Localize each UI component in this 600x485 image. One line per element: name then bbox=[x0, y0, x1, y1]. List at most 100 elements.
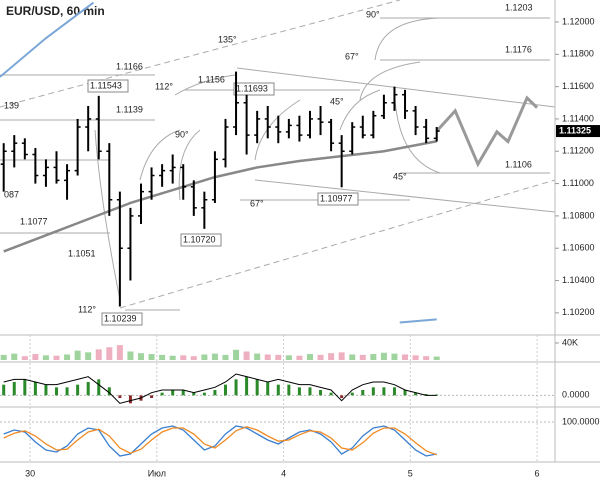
macd-bar bbox=[202, 392, 206, 396]
volume-bar bbox=[11, 353, 18, 360]
annotation-box bbox=[101, 312, 143, 326]
macd-bar bbox=[192, 392, 196, 396]
volume-bar bbox=[180, 355, 187, 360]
annotation: 1.11543 bbox=[90, 80, 122, 90]
y-tick-label: 1.11000 bbox=[562, 178, 594, 188]
macd-bar bbox=[319, 390, 323, 396]
volume-bar bbox=[285, 355, 292, 360]
macd-bar bbox=[160, 392, 164, 396]
volume-bar bbox=[391, 353, 398, 360]
volume-bar bbox=[243, 351, 250, 360]
volume-bar bbox=[116, 345, 123, 360]
macd-bar bbox=[340, 395, 344, 398]
volume-bar bbox=[32, 354, 39, 360]
volume-bar bbox=[169, 355, 176, 360]
y-tick-label: 1.11600 bbox=[562, 81, 594, 91]
annotation: 139 bbox=[4, 100, 19, 110]
annotation: 1.10977 bbox=[320, 193, 353, 203]
volume-bar bbox=[42, 355, 49, 360]
macd-bar bbox=[76, 384, 80, 396]
macd-bar bbox=[329, 392, 333, 396]
stochastic-line bbox=[3, 426, 437, 456]
macd-line bbox=[3, 373, 437, 404]
volume-bar bbox=[233, 349, 240, 360]
annotation: 1.1156 bbox=[198, 74, 225, 84]
y-tick-label: 1.11800 bbox=[562, 49, 594, 59]
volume-bar bbox=[85, 352, 92, 360]
macd-bar bbox=[403, 390, 407, 396]
macd-bar bbox=[128, 395, 132, 404]
macd-bar bbox=[392, 387, 396, 396]
volume-bar bbox=[0, 354, 7, 360]
y-tick-label: 1.10200 bbox=[562, 307, 595, 317]
macd-bar bbox=[308, 387, 312, 396]
volume-bar bbox=[127, 351, 134, 360]
volume-bar bbox=[95, 349, 102, 360]
volume-bar bbox=[222, 354, 229, 360]
macd-bar bbox=[23, 379, 27, 396]
macd-bar bbox=[234, 379, 238, 396]
price-label-box bbox=[556, 125, 600, 138]
annotation: 1.1166 bbox=[116, 61, 143, 71]
volume-bar bbox=[159, 354, 166, 360]
macd-bar bbox=[44, 384, 48, 396]
volume-bar bbox=[296, 355, 303, 360]
volume-bar bbox=[264, 354, 271, 360]
volume-bar bbox=[64, 354, 71, 360]
macd-bar bbox=[213, 390, 217, 396]
volume-bar bbox=[338, 352, 345, 360]
trend-line bbox=[236, 67, 556, 108]
y-tick-label: 40K bbox=[562, 337, 578, 347]
volume-bar bbox=[21, 356, 28, 360]
price-line bbox=[0, 1, 95, 78]
volume-bar bbox=[53, 355, 60, 360]
macd-bar bbox=[150, 395, 154, 398]
macd-bar bbox=[12, 382, 16, 396]
annotation: 67° bbox=[345, 51, 359, 61]
macd-bar bbox=[33, 382, 37, 396]
y-tick-label: 1.11400 bbox=[562, 113, 594, 123]
macd-bar bbox=[181, 390, 185, 396]
macd-bar bbox=[107, 387, 111, 396]
volume-bar bbox=[201, 354, 208, 360]
annotation: 135° bbox=[218, 34, 237, 44]
volume-bar bbox=[359, 354, 366, 360]
macd-bar bbox=[223, 384, 227, 396]
volume-bar bbox=[137, 353, 144, 360]
macd-bar bbox=[361, 390, 365, 396]
annotation: 087 bbox=[4, 189, 19, 199]
y-tick-label: 1.10800 bbox=[562, 210, 595, 220]
annotation: 1.10720 bbox=[183, 234, 216, 244]
annotation: 1.1106 bbox=[505, 159, 532, 169]
macd-bar bbox=[266, 382, 270, 396]
macd-bar bbox=[97, 379, 101, 396]
volume-bar bbox=[148, 354, 155, 360]
volume-bar bbox=[254, 353, 261, 360]
annotation: 112° bbox=[155, 81, 173, 91]
x-tick-label: 30 bbox=[25, 468, 35, 478]
macd-bar bbox=[65, 387, 69, 396]
annotation: 1.10239 bbox=[104, 313, 137, 323]
annotation-box bbox=[87, 79, 129, 93]
y-tick-label: 0.0000 bbox=[562, 390, 590, 400]
annotation-box bbox=[317, 192, 359, 206]
y-tick-label: 1.10400 bbox=[562, 275, 595, 285]
volume-bar bbox=[423, 356, 430, 360]
volume-bar bbox=[349, 354, 356, 360]
annotation: 90° bbox=[366, 9, 380, 19]
x-tick-label: 4 bbox=[281, 468, 286, 478]
trend-line bbox=[254, 179, 556, 213]
macd-bar bbox=[118, 395, 122, 398]
annotation: 1.1176 bbox=[505, 44, 532, 54]
macd-bar bbox=[350, 392, 354, 396]
chart-title: EUR/USD, 60 min bbox=[6, 4, 105, 18]
annotation: 45° bbox=[393, 171, 407, 181]
macd-bar bbox=[55, 387, 59, 396]
annotation: 1.1077 bbox=[20, 216, 48, 226]
y-tick-label: 100.0000 bbox=[562, 416, 600, 426]
annotation: 1.11693 bbox=[236, 83, 268, 93]
macd-bar bbox=[287, 384, 291, 396]
